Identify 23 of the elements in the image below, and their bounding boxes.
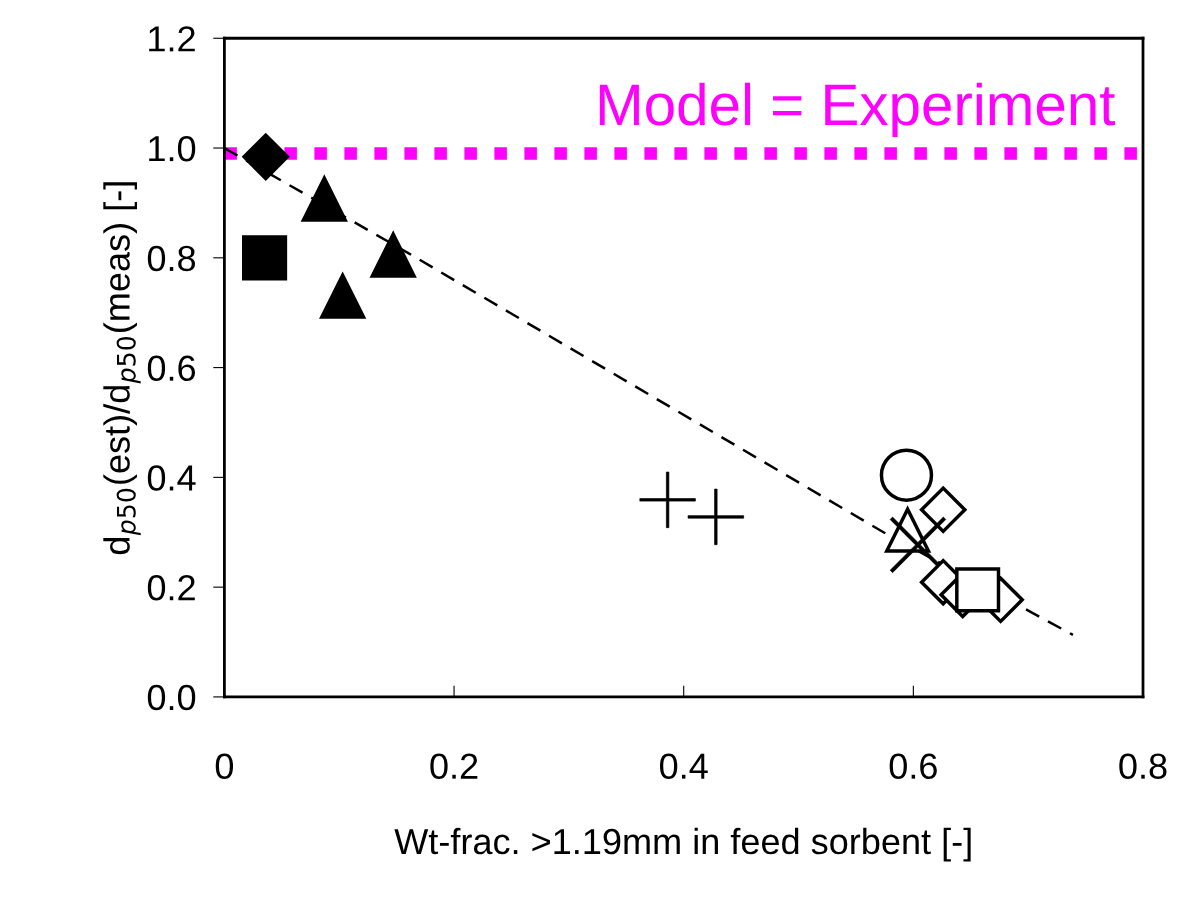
ref-line-label: Model = Experiment (599, 82, 1116, 138)
y-tick-label: 0.6 (147, 355, 196, 382)
x-tick-label: 0.8 (1119, 753, 1167, 779)
point (242, 235, 288, 281)
point (370, 232, 416, 278)
x-axis-title: Wt-frac. >1.19mm in feed sorbent [-] (394, 827, 971, 862)
y-tick-label: 0.2 (147, 575, 195, 601)
point (242, 133, 290, 181)
point (879, 448, 934, 502)
x-tick-label: 0.2 (430, 753, 478, 779)
point (300, 174, 348, 222)
y-tick-label: 0.0 (147, 684, 196, 711)
x-tick-label: 0.6 (889, 753, 937, 779)
x-tick-label: 0 (215, 753, 234, 779)
point (955, 567, 1001, 613)
y-tick-label: 1.0 (149, 135, 196, 162)
y-tick-label: 1.2 (149, 26, 195, 52)
x-tick-label: 0.4 (660, 753, 708, 779)
point (319, 271, 367, 319)
point (919, 486, 967, 534)
y-axis-title: d$_{p50}$(est)/d$_{p50}$(meas) [-] (103, 182, 141, 555)
y-tick-label: 0.4 (147, 465, 196, 491)
y-tick-label: 0.8 (147, 245, 196, 272)
